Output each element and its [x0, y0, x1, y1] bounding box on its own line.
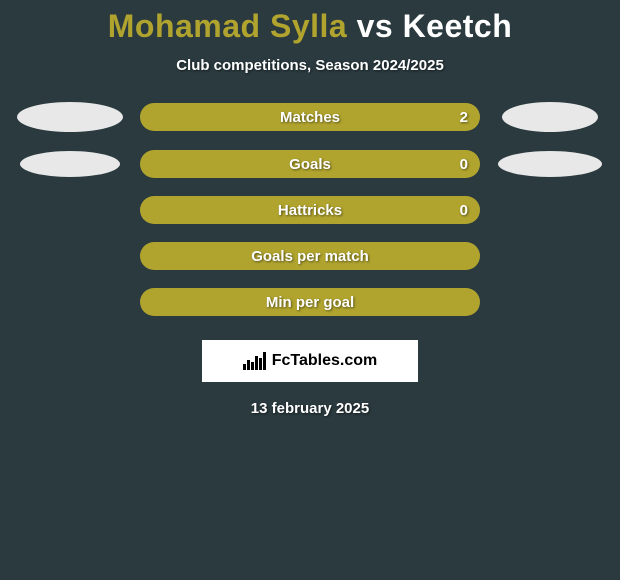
right-slot: [490, 102, 610, 132]
stat-row: Min per goal: [0, 288, 620, 316]
stat-row: Matches 2: [0, 102, 620, 132]
stat-value: 0: [460, 156, 468, 173]
left-slot: [10, 151, 130, 177]
stat-value: 2: [460, 109, 468, 126]
stat-value: 0: [460, 202, 468, 219]
stat-bar: Goals 0: [140, 150, 480, 178]
player1-name: Mohamad Sylla: [108, 8, 347, 44]
vs-text: vs: [357, 8, 403, 44]
subtitle: Club competitions, Season 2024/2025: [0, 57, 620, 74]
left-slot: [10, 102, 130, 132]
left-ellipse: [17, 102, 123, 132]
stat-label: Hattricks: [278, 202, 342, 219]
stat-label: Goals per match: [251, 248, 369, 265]
badge-text: FcTables.com: [272, 352, 378, 370]
page-title: Mohamad Sylla vs Keetch: [0, 0, 620, 45]
stat-label: Min per goal: [266, 294, 354, 311]
stat-rows: Matches 2 Goals 0 Hattricks 0 Goals per match M…: [0, 102, 620, 316]
stat-label: Matches: [280, 109, 340, 126]
content-area: Mohamad Sylla vs Keetch Club competition…: [0, 0, 620, 580]
right-ellipse: [502, 102, 598, 132]
date-text: 13 february 2025: [0, 400, 620, 417]
stat-bar: Matches 2: [140, 103, 480, 131]
right-slot: [490, 151, 610, 177]
stat-bar: Hattricks 0: [140, 196, 480, 224]
right-ellipse: [498, 151, 602, 177]
stat-bar: Goals per match: [140, 242, 480, 270]
stat-row: Goals 0: [0, 150, 620, 178]
stat-bar: Min per goal: [140, 288, 480, 316]
chart-icon: [243, 352, 266, 370]
stat-label: Goals: [289, 156, 331, 173]
player2-name: Keetch: [403, 8, 513, 44]
left-ellipse: [20, 151, 120, 177]
source-badge: FcTables.com: [202, 340, 418, 382]
stat-row: Goals per match: [0, 242, 620, 270]
stat-row: Hattricks 0: [0, 196, 620, 224]
